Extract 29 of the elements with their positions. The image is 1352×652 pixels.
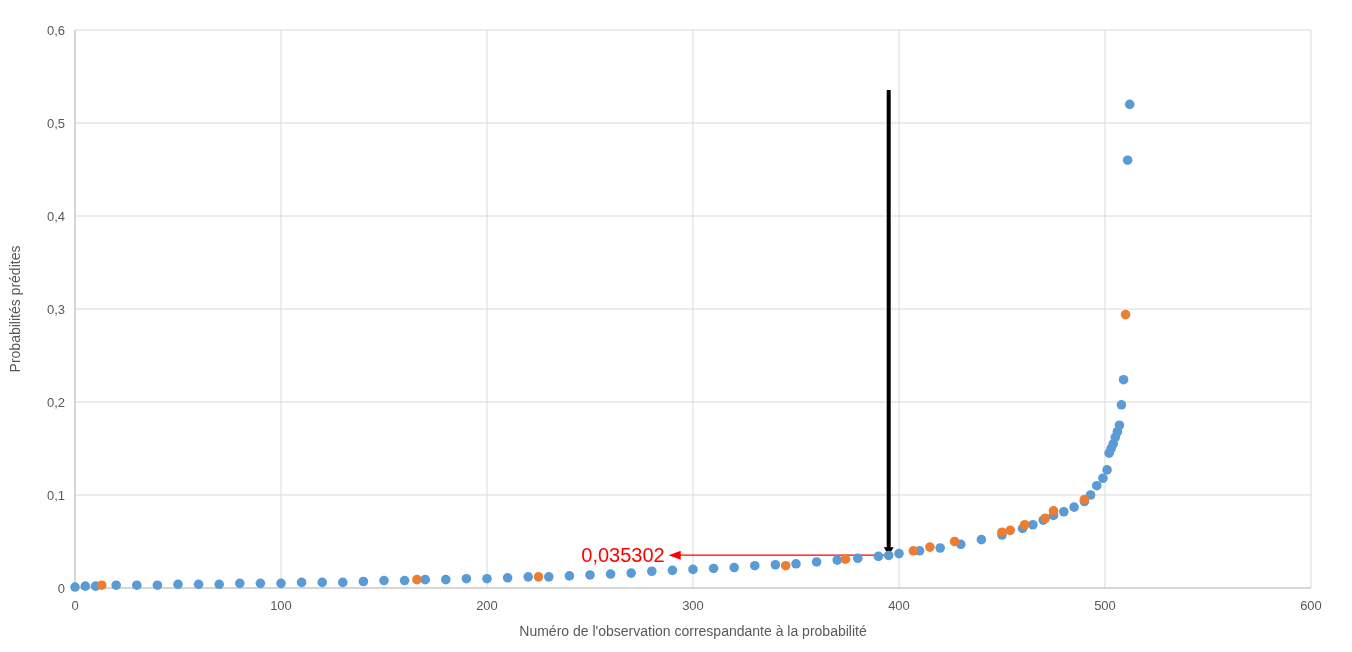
point: [1048, 506, 1059, 516]
point: [780, 560, 791, 571]
point: [908, 546, 919, 556]
point: [1019, 519, 1030, 530]
point: [1005, 525, 1016, 536]
point: [412, 574, 422, 585]
point: [949, 536, 960, 547]
x-axis-title: Numéro de l'observation correspandante à la probabilité: [519, 623, 867, 639]
point: [840, 554, 851, 564]
y-tick-label: 0,5: [46, 115, 65, 131]
y-tick-label: 0,2: [46, 394, 65, 410]
y-tick-label: 0: [57, 580, 65, 596]
point: [1120, 309, 1131, 320]
x-tick-label: 100: [270, 598, 292, 613]
x-tick-label: 200: [476, 598, 498, 613]
point: [925, 542, 935, 552]
y-tick-label: 0,6: [46, 22, 65, 38]
y-tick-label: 0,3: [46, 301, 65, 317]
annotation: 0,035302: [581, 544, 665, 567]
x-tick-label: 500: [1094, 598, 1116, 613]
y-tick-label: 0,1: [46, 487, 65, 503]
point: [96, 580, 107, 591]
x-tick-label: 0: [71, 598, 79, 613]
point: [533, 572, 544, 582]
y-tick-label: 0,4: [46, 208, 65, 224]
y-axis-title: Probabilités prédites: [7, 245, 23, 373]
x-tick-label: 300: [682, 598, 704, 613]
x-tick-label: 400: [888, 598, 910, 613]
x-tick-label: 600: [1300, 598, 1322, 613]
